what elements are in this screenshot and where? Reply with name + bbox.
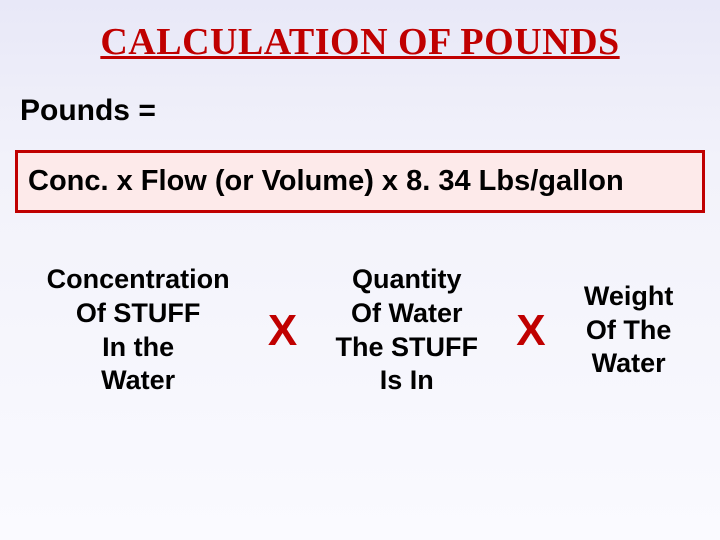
pounds-equals-label: Pounds = bbox=[20, 94, 705, 128]
slide-container: CALCULATION OF POUNDS Pounds = Conc. x F… bbox=[0, 0, 720, 540]
explanation-row: Concentration Of STUFF In the Water X Qu… bbox=[15, 263, 705, 398]
explain-line: The STUFF bbox=[336, 331, 479, 365]
explain-concentration: Concentration Of STUFF In the Water bbox=[47, 263, 230, 398]
explain-weight: Weight Of The Water bbox=[584, 280, 674, 381]
explain-line: Of The bbox=[584, 314, 674, 348]
formula-text: Conc. x Flow (or Volume) x 8. 34 Lbs/gal… bbox=[28, 165, 624, 197]
explain-line: Is In bbox=[336, 364, 479, 398]
slide-title: CALCULATION OF POUNDS bbox=[15, 20, 705, 64]
explain-line: In the bbox=[47, 331, 230, 365]
explain-line: Weight bbox=[584, 280, 674, 314]
times-symbol: X bbox=[263, 306, 302, 356]
explain-line: Quantity bbox=[336, 263, 479, 297]
explain-line: Water bbox=[584, 347, 674, 381]
explain-quantity: Quantity Of Water The STUFF Is In bbox=[336, 263, 479, 398]
explain-line: Concentration bbox=[47, 263, 230, 297]
explain-line: Water bbox=[47, 364, 230, 398]
explain-line: Of STUFF bbox=[47, 297, 230, 331]
formula-box: Conc. x Flow (or Volume) x 8. 34 Lbs/gal… bbox=[15, 150, 705, 213]
times-symbol: X bbox=[511, 306, 550, 356]
explain-line: Of Water bbox=[336, 297, 479, 331]
